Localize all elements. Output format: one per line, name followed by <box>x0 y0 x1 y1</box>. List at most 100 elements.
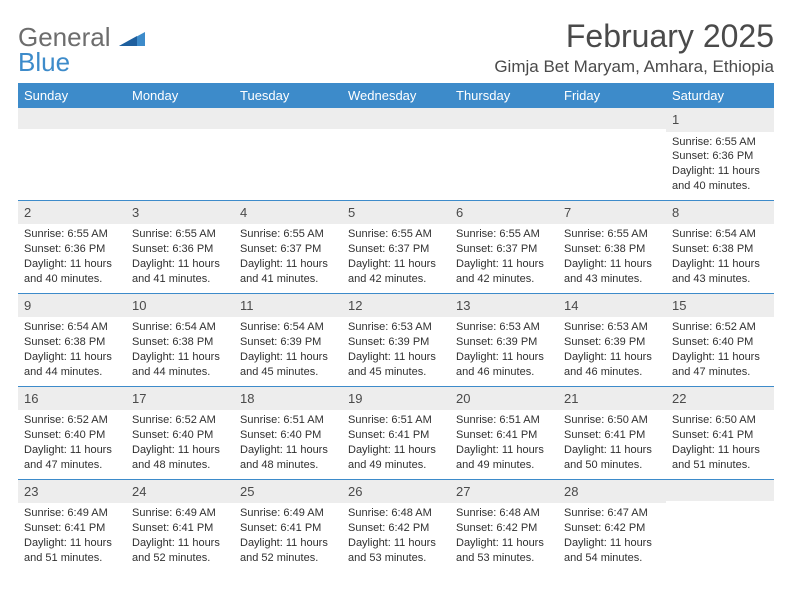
daylight-line: Daylight: 11 hours and 41 minutes. <box>132 257 228 287</box>
sunset-line: Sunset: 6:39 PM <box>456 335 552 350</box>
sunrise-line: Sunrise: 6:54 AM <box>24 320 120 335</box>
day-header-row: Sunday Monday Tuesday Wednesday Thursday… <box>18 83 774 108</box>
day-cell: 27Sunrise: 6:48 AMSunset: 6:42 PMDayligh… <box>450 479 558 571</box>
day-header: Sunday <box>18 83 126 108</box>
day-cell: 4Sunrise: 6:55 AMSunset: 6:37 PMDaylight… <box>234 200 342 293</box>
sunset-line: Sunset: 6:40 PM <box>132 428 228 443</box>
title-block: February 2025 Gimja Bet Maryam, Amhara, … <box>494 18 774 77</box>
daylight-line: Daylight: 11 hours and 48 minutes. <box>132 443 228 473</box>
sunset-line: Sunset: 6:40 PM <box>240 428 336 443</box>
day-number: 11 <box>234 294 342 318</box>
day-number: 7 <box>558 201 666 225</box>
sunrise-line: Sunrise: 6:50 AM <box>564 413 660 428</box>
day-number: 2 <box>18 201 126 225</box>
day-cell: 16Sunrise: 6:52 AMSunset: 6:40 PMDayligh… <box>18 386 126 479</box>
sunrise-line: Sunrise: 6:49 AM <box>132 506 228 521</box>
calendar-table: Sunday Monday Tuesday Wednesday Thursday… <box>18 83 774 572</box>
daylight-line: Daylight: 11 hours and 40 minutes. <box>24 257 120 287</box>
day-number: 1 <box>666 108 774 132</box>
sunrise-line: Sunrise: 6:53 AM <box>564 320 660 335</box>
day-number: 23 <box>18 480 126 504</box>
day-cell: 21Sunrise: 6:50 AMSunset: 6:41 PMDayligh… <box>558 386 666 479</box>
daylight-line: Daylight: 11 hours and 43 minutes. <box>564 257 660 287</box>
sunrise-line: Sunrise: 6:55 AM <box>240 227 336 242</box>
day-number: 14 <box>558 294 666 318</box>
day-number: 13 <box>450 294 558 318</box>
day-cell: 11Sunrise: 6:54 AMSunset: 6:39 PMDayligh… <box>234 293 342 386</box>
sunrise-line: Sunrise: 6:55 AM <box>456 227 552 242</box>
day-header: Monday <box>126 83 234 108</box>
daylight-line: Daylight: 11 hours and 42 minutes. <box>348 257 444 287</box>
day-number: 19 <box>342 387 450 411</box>
sunset-line: Sunset: 6:41 PM <box>456 428 552 443</box>
page-title: February 2025 <box>494 18 774 55</box>
sunset-line: Sunset: 6:38 PM <box>132 335 228 350</box>
daylight-line: Daylight: 11 hours and 53 minutes. <box>348 536 444 566</box>
sunset-line: Sunset: 6:36 PM <box>132 242 228 257</box>
day-number <box>18 108 126 129</box>
day-cell: 25Sunrise: 6:49 AMSunset: 6:41 PMDayligh… <box>234 479 342 571</box>
daylight-line: Daylight: 11 hours and 42 minutes. <box>456 257 552 287</box>
day-header: Friday <box>558 83 666 108</box>
day-number: 28 <box>558 480 666 504</box>
day-number: 16 <box>18 387 126 411</box>
brand-logo: General Blue <box>18 18 145 75</box>
sunset-line: Sunset: 6:37 PM <box>456 242 552 257</box>
daylight-line: Daylight: 11 hours and 51 minutes. <box>24 536 120 566</box>
sunset-line: Sunset: 6:41 PM <box>24 521 120 536</box>
day-cell: 10Sunrise: 6:54 AMSunset: 6:38 PMDayligh… <box>126 293 234 386</box>
sunrise-line: Sunrise: 6:55 AM <box>348 227 444 242</box>
day-cell: 14Sunrise: 6:53 AMSunset: 6:39 PMDayligh… <box>558 293 666 386</box>
sunset-line: Sunset: 6:42 PM <box>564 521 660 536</box>
day-number: 12 <box>342 294 450 318</box>
sunset-line: Sunset: 6:42 PM <box>456 521 552 536</box>
daylight-line: Daylight: 11 hours and 52 minutes. <box>132 536 228 566</box>
sunrise-line: Sunrise: 6:49 AM <box>24 506 120 521</box>
sunrise-line: Sunrise: 6:51 AM <box>456 413 552 428</box>
day-cell: 6 Sunrise: 6:55 AMSunset: 6:37 PMDaylight… <box>450 200 558 293</box>
sunrise-line: Sunrise: 6:54 AM <box>132 320 228 335</box>
week-row: 16Sunrise: 6:52 AMSunset: 6:40 PMDayligh… <box>18 386 774 479</box>
day-cell: 5Sunrise: 6:55 AMSunset: 6:37 PMDaylight… <box>342 200 450 293</box>
daylight-line: Daylight: 11 hours and 50 minutes. <box>564 443 660 473</box>
header: General Blue February 2025 Gimja Bet Mar… <box>18 18 774 77</box>
sunrise-line: Sunrise: 6:53 AM <box>348 320 444 335</box>
day-number: 3 <box>126 201 234 225</box>
day-cell: 1Sunrise: 6:55 AMSunset: 6:36 PMDaylight… <box>666 108 774 200</box>
day-number: 8 <box>666 201 774 225</box>
day-number: 6 <box>450 201 558 225</box>
day-number <box>450 108 558 129</box>
day-number <box>666 480 774 501</box>
day-header: Thursday <box>450 83 558 108</box>
daylight-line: Daylight: 11 hours and 46 minutes. <box>456 350 552 380</box>
day-header: Saturday <box>666 83 774 108</box>
sunset-line: Sunset: 6:37 PM <box>348 242 444 257</box>
sunrise-line: Sunrise: 6:52 AM <box>24 413 120 428</box>
week-row: 2Sunrise: 6:55 AMSunset: 6:36 PMDaylight… <box>18 200 774 293</box>
sunrise-line: Sunrise: 6:55 AM <box>672 135 768 150</box>
daylight-line: Daylight: 11 hours and 54 minutes. <box>564 536 660 566</box>
day-cell: 20Sunrise: 6:51 AMSunset: 6:41 PMDayligh… <box>450 386 558 479</box>
day-cell: 2Sunrise: 6:55 AMSunset: 6:36 PMDaylight… <box>18 200 126 293</box>
day-cell: 26Sunrise: 6:48 AMSunset: 6:42 PMDayligh… <box>342 479 450 571</box>
daylight-line: Daylight: 11 hours and 40 minutes. <box>672 164 768 194</box>
day-cell: 8Sunrise: 6:54 AMSunset: 6:38 PMDaylight… <box>666 200 774 293</box>
day-number <box>234 108 342 129</box>
daylight-line: Daylight: 11 hours and 53 minutes. <box>456 536 552 566</box>
sunrise-line: Sunrise: 6:55 AM <box>564 227 660 242</box>
daylight-line: Daylight: 11 hours and 46 minutes. <box>564 350 660 380</box>
sunset-line: Sunset: 6:38 PM <box>672 242 768 257</box>
daylight-line: Daylight: 11 hours and 49 minutes. <box>456 443 552 473</box>
sunrise-line: Sunrise: 6:55 AM <box>24 227 120 242</box>
day-number: 27 <box>450 480 558 504</box>
day-cell: 24Sunrise: 6:49 AMSunset: 6:41 PMDayligh… <box>126 479 234 571</box>
day-cell: 3Sunrise: 6:55 AMSunset: 6:36 PMDaylight… <box>126 200 234 293</box>
day-number: 17 <box>126 387 234 411</box>
day-cell <box>558 108 666 200</box>
sunrise-line: Sunrise: 6:48 AM <box>348 506 444 521</box>
sunset-line: Sunset: 6:38 PM <box>24 335 120 350</box>
sunset-line: Sunset: 6:41 PM <box>132 521 228 536</box>
day-cell: 19Sunrise: 6:51 AMSunset: 6:41 PMDayligh… <box>342 386 450 479</box>
day-cell: 28Sunrise: 6:47 AMSunset: 6:42 PMDayligh… <box>558 479 666 571</box>
day-cell <box>666 479 774 571</box>
